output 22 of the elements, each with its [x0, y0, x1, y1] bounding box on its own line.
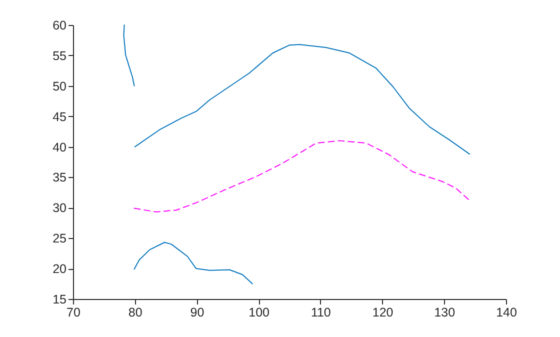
line-series	[123, 24, 135, 86]
y-tick-label: 25	[52, 232, 67, 246]
line-series	[134, 140, 472, 212]
y-tick-label: 60	[52, 18, 67, 32]
x-tick-label: 110	[310, 306, 331, 320]
x-tick-label: 90	[190, 306, 204, 320]
y-tick-label: 40	[52, 140, 67, 154]
x-tick-label: 130	[434, 306, 456, 320]
y-tick-label: 20	[52, 262, 67, 276]
x-tick-label: 70	[66, 306, 80, 320]
y-tick-label: 55	[52, 48, 67, 63]
x-tick-label: 120	[372, 306, 394, 320]
line-series	[134, 44, 470, 155]
x-tick-label: 140	[496, 306, 517, 320]
y-tick-label: 35	[52, 170, 67, 185]
y-tick-label: 15	[52, 292, 67, 306]
line-series	[134, 242, 253, 284]
y-tick-label: 50	[52, 79, 67, 94]
y-tick-label: 30	[52, 201, 67, 216]
x-tick-label: 80	[128, 306, 142, 320]
y-tick-label: 45	[52, 110, 67, 124]
x-tick-label: 100	[248, 306, 270, 320]
